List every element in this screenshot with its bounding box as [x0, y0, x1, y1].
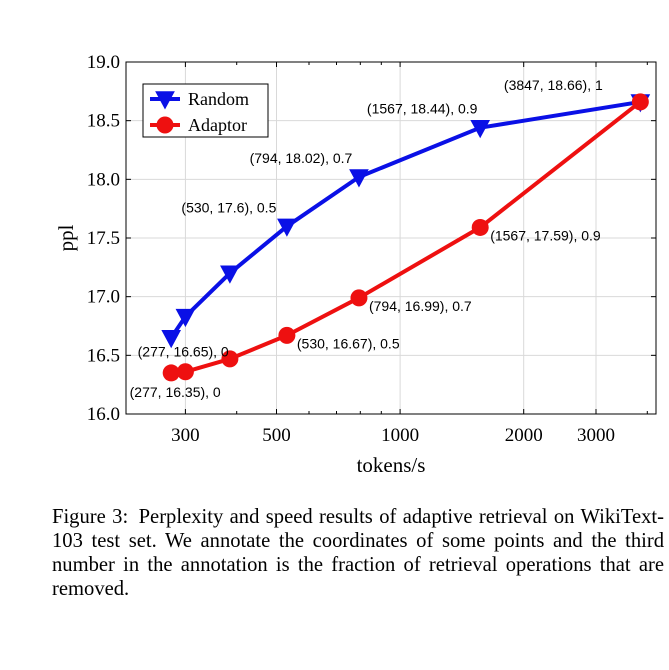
data-point-random: [175, 308, 196, 328]
data-point-random: [220, 265, 240, 284]
y-tick-label: 18.0: [87, 169, 120, 190]
legend: Random Adaptor: [142, 83, 269, 138]
x-tick-label: 3000: [577, 425, 615, 446]
data-point-adaptor: [221, 350, 239, 368]
y-tick-label: 17.5: [87, 228, 120, 249]
y-tick-label: 16.5: [87, 345, 120, 366]
x-tick-label: 2000: [505, 425, 543, 446]
annotation-label: (530, 16.67), 0.5: [297, 335, 400, 351]
y-tick-label: 19.0: [87, 52, 120, 73]
caption-text: Perplexity and speed results of adaptive…: [52, 506, 665, 600]
annotation-label: (277, 16.35), 0: [130, 384, 221, 400]
data-point-adaptor: [471, 218, 489, 236]
legend-marker-adaptor: [156, 116, 174, 134]
x-axis-label: tokens/s: [357, 453, 426, 477]
legend-marker-random: [155, 91, 175, 110]
annotation-label: (3847, 18.66), 1: [504, 77, 603, 93]
figure-caption: Figure 3: Perplexity and speed results o…: [52, 505, 664, 601]
annotation-label: (1567, 18.44), 0.9: [367, 101, 478, 117]
data-point-random: [349, 169, 369, 188]
y-tick-label: 17.0: [87, 287, 120, 308]
annotation-label: (794, 18.02), 0.7: [250, 150, 353, 166]
data-point-adaptor: [631, 93, 649, 111]
caption-label: Figure 3:: [52, 506, 129, 528]
x-tick-label: 300: [171, 425, 200, 446]
annotation-label: (794, 16.99), 0.7: [369, 298, 472, 314]
y-tick-label: 18.5: [87, 111, 120, 132]
data-point-random: [277, 218, 297, 237]
data-point-random: [470, 120, 491, 139]
y-axis-label: ppl: [54, 224, 78, 251]
data-point-random: [161, 330, 182, 349]
x-tick-label: 1000: [381, 425, 419, 446]
data-point-adaptor: [176, 363, 194, 381]
data-point-adaptor: [162, 364, 180, 382]
data-point-adaptor: [278, 326, 296, 344]
axis-ticks: 16.0 16.5 17.0 17.5 18.0 18.5 19.0 300 500 1000 20…: [87, 52, 656, 446]
perplexity-speed-chart: 16.0 16.5 17.0 17.5 18.0 18.5 19.0 300 500 1000 20…: [54, 52, 657, 477]
legend-label-adaptor: Adaptor: [188, 115, 247, 135]
annotation-label: (277, 16.65), 0: [138, 344, 229, 360]
y-tick-label: 16.0: [87, 404, 120, 425]
point-annotations: (277, 16.65), 0 (530, 17.6), 0.5 (794, 18.…: [130, 77, 603, 400]
x-tick-label: 500: [262, 425, 291, 446]
legend-label-random: Random: [188, 89, 249, 109]
annotation-label: (1567, 17.59), 0.9: [490, 227, 601, 243]
series-markers: [161, 93, 651, 382]
data-point-adaptor: [350, 289, 368, 307]
annotation-label: (530, 17.6), 0.5: [181, 199, 276, 215]
